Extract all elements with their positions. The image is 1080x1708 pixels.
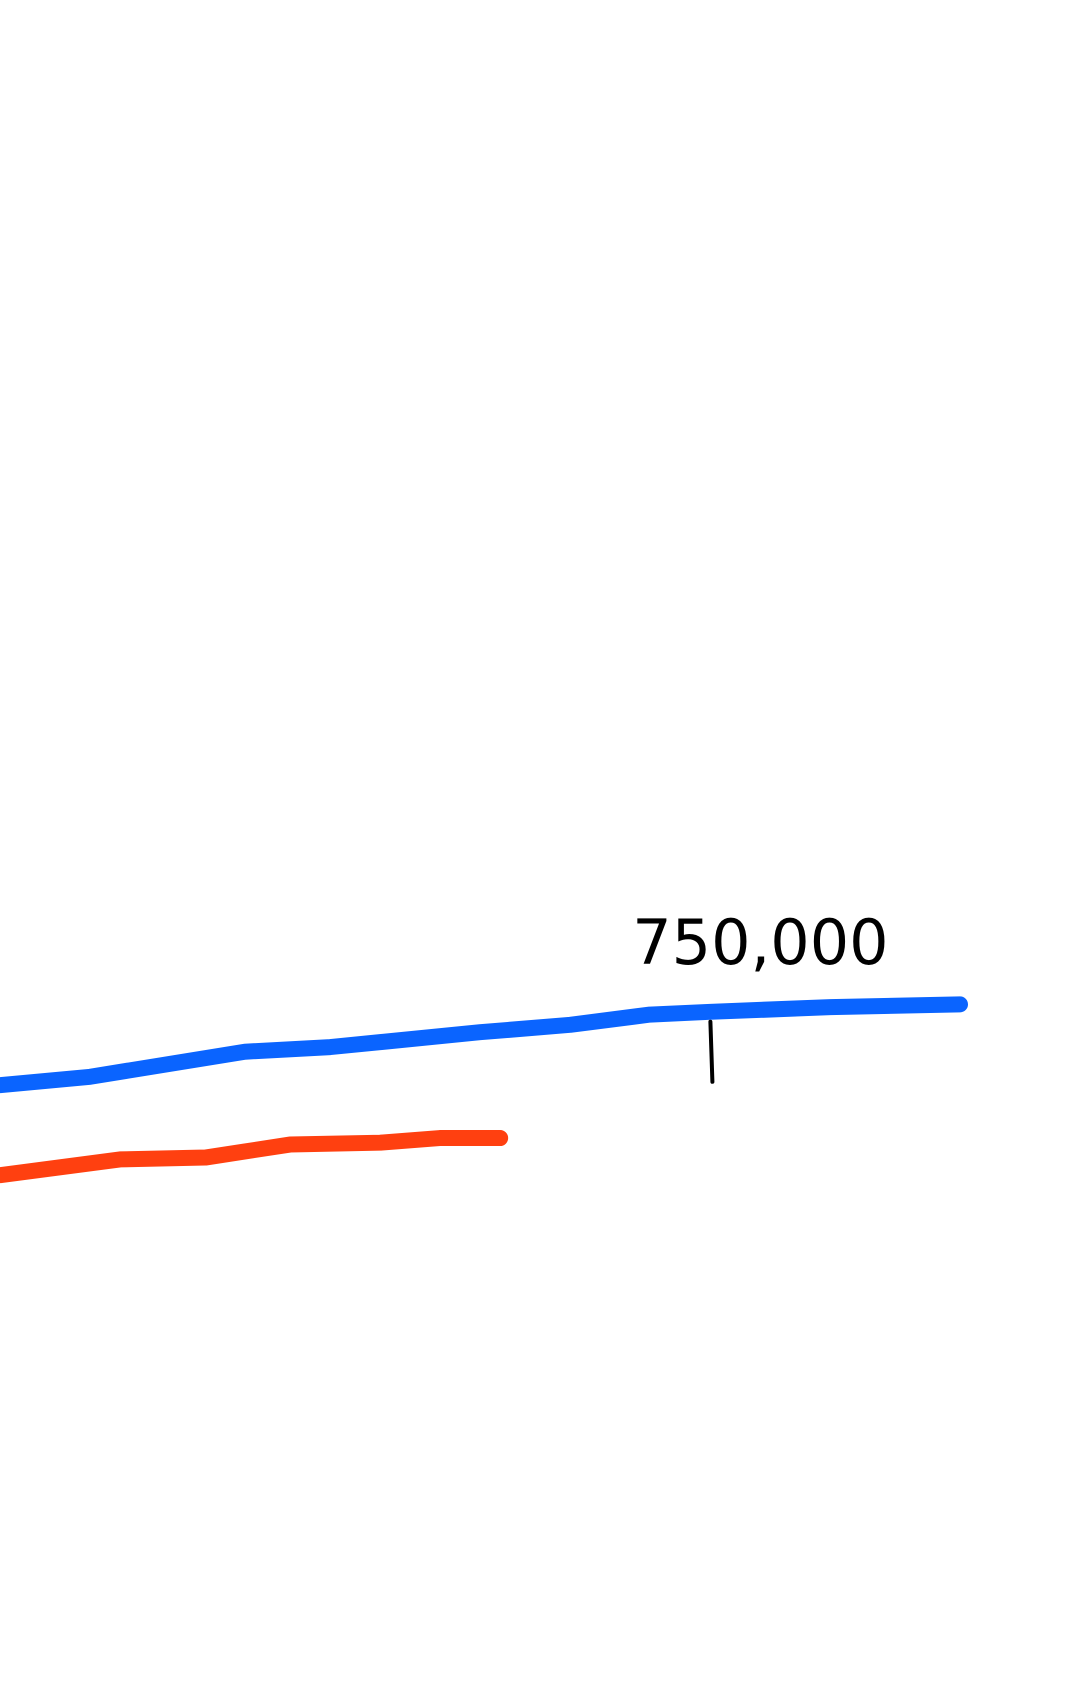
series-line-1: [0, 996, 968, 1094]
annotation-label: 750,000: [632, 906, 888, 979]
series-line-2: [0, 1130, 509, 1184]
annotation-tick: [708, 1019, 715, 1084]
